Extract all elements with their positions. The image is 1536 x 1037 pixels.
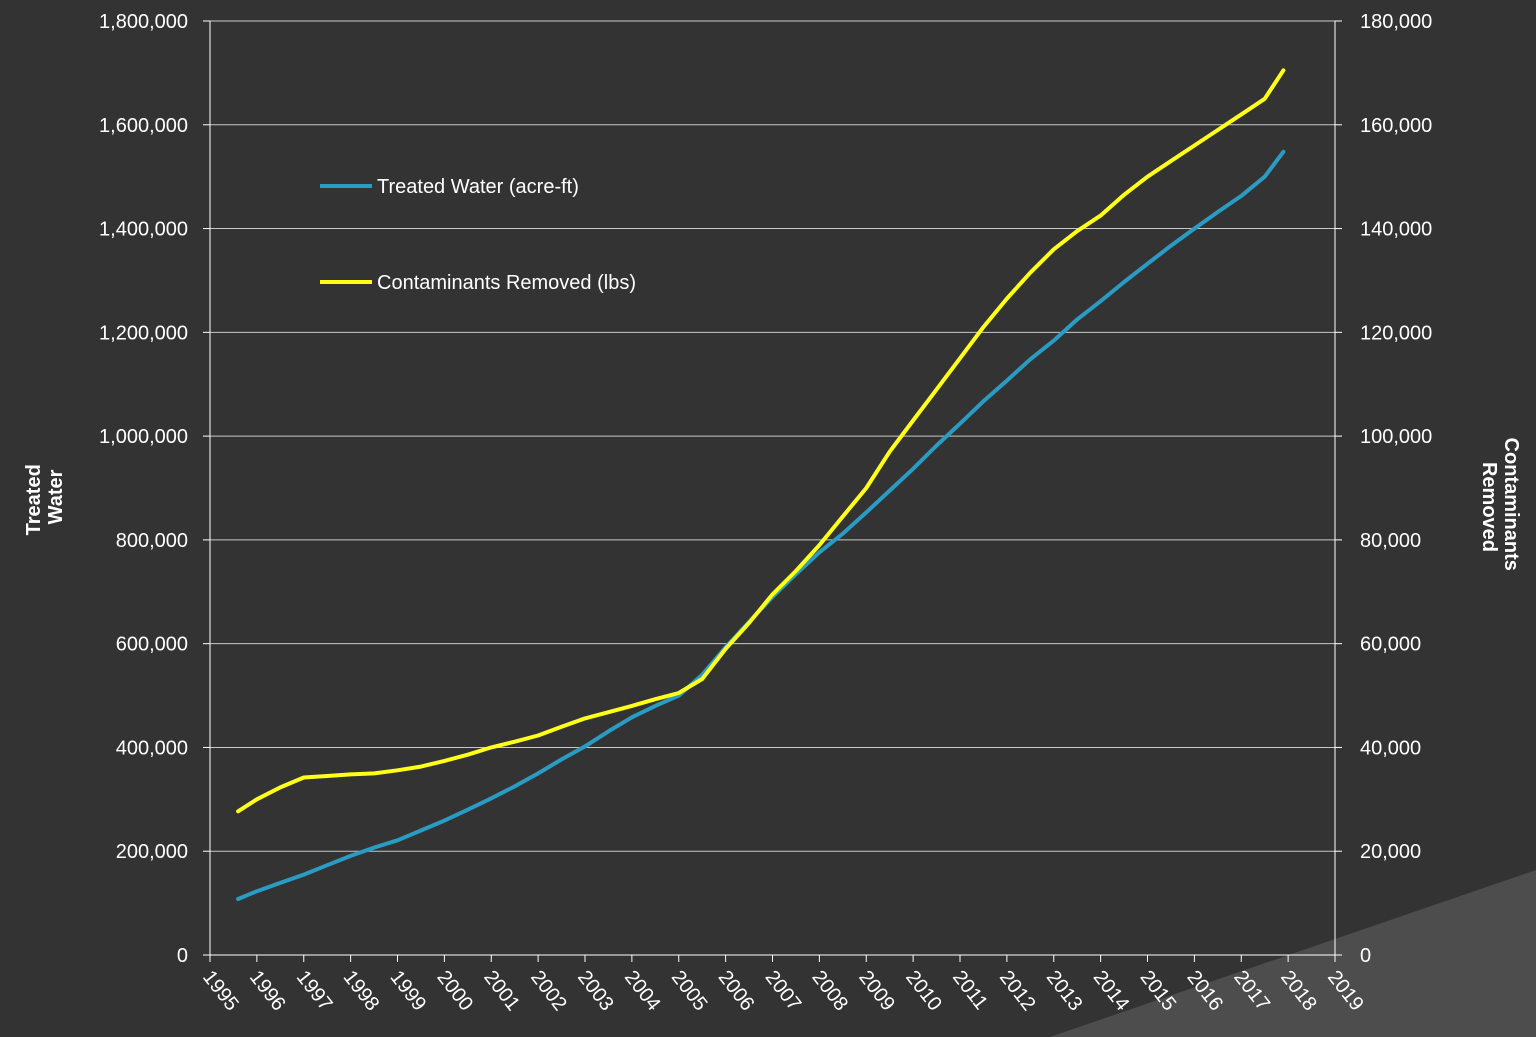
series-lines xyxy=(236,68,1286,901)
x-tick-label: 1997 xyxy=(292,967,337,1016)
right-axis-title-line-1: Contaminants xyxy=(1500,438,1522,571)
left-tick-label: 1,600,000 xyxy=(99,115,188,137)
x-tick-label: 1996 xyxy=(245,967,290,1016)
x-tick-label: 2001 xyxy=(479,967,524,1016)
left-tick-label: 400,000 xyxy=(116,737,188,759)
right-tick-label: 20,000 xyxy=(1360,841,1421,863)
x-tick-label: 2003 xyxy=(573,967,618,1016)
grid-lines xyxy=(210,20,1335,852)
x-tick-label: 2012 xyxy=(995,967,1040,1016)
corner-decoration xyxy=(1050,870,1536,1037)
x-tick-label: 1995 xyxy=(198,967,243,1016)
right-tick-label: 60,000 xyxy=(1360,634,1421,656)
right-tick-label: 40,000 xyxy=(1360,737,1421,759)
right-tick-label: 120,000 xyxy=(1360,322,1432,344)
x-tick-label: 2013 xyxy=(1042,967,1087,1016)
left-tick-label: 1,200,000 xyxy=(99,322,188,344)
left-tick-label: 200,000 xyxy=(116,841,188,863)
series-line-treated-water xyxy=(236,149,1286,901)
left-axis-title: Treated Water xyxy=(23,459,67,536)
left-tick-label: 1,800,000 xyxy=(99,11,188,33)
x-tick-label: 2000 xyxy=(432,967,477,1016)
x-tick-label: 2014 xyxy=(1089,967,1134,1016)
right-tick-label: 100,000 xyxy=(1360,426,1432,448)
right-axis-title-line-2: Removed xyxy=(1478,462,1500,552)
left-tick-label: 1,400,000 xyxy=(99,219,188,241)
x-tick-label: 2007 xyxy=(761,967,806,1016)
x-tick-label: 1998 xyxy=(339,967,384,1016)
right-axis-title: Contaminants Removed xyxy=(1478,438,1522,577)
left-tick-label: 1,000,000 xyxy=(99,426,188,448)
left-tick-label: 600,000 xyxy=(116,634,188,656)
left-tick-label: 0 xyxy=(177,945,188,967)
left-axis-title-line-2: Water xyxy=(45,469,67,524)
legend-label-treated-water: Treated Water (acre-ft) xyxy=(377,176,579,198)
right-tick-label: 160,000 xyxy=(1360,115,1432,137)
x-tick-label: 2008 xyxy=(807,967,852,1016)
x-tick-label: 2009 xyxy=(854,967,899,1016)
x-tick-label: 2005 xyxy=(667,967,712,1016)
x-tick-label: 2006 xyxy=(714,967,759,1016)
x-tick-label: 2011 xyxy=(948,967,992,1014)
right-tick-label: 80,000 xyxy=(1360,530,1421,552)
right-tick-label: 0 xyxy=(1360,945,1371,967)
left-y-axis-tick-labels: 0 200,000 400,000 600,000 800,000 1,000,000 1,… xyxy=(99,11,188,967)
x-tick-label: 2002 xyxy=(526,967,571,1016)
series-line-contaminants-removed xyxy=(236,68,1286,814)
legend-label-contaminants-removed: Contaminants Removed (lbs) xyxy=(377,272,636,294)
x-tick-label: 2004 xyxy=(620,967,665,1016)
x-tick-label: 2010 xyxy=(901,967,946,1016)
left-tick-label: 800,000 xyxy=(116,530,188,552)
left-axis-title-line-1: Treated xyxy=(23,464,45,535)
x-tick-label: 1999 xyxy=(386,967,431,1016)
legend: Treated Water (acre-ft) Contaminants Rem… xyxy=(320,176,636,294)
right-tick-label: 140,000 xyxy=(1360,219,1432,241)
right-y-axis-tick-labels: 0 20,000 40,000 60,000 80,000 100,000 120,000 1… xyxy=(1360,11,1432,967)
axes xyxy=(203,20,1342,962)
right-tick-label: 180,000 xyxy=(1360,11,1432,33)
